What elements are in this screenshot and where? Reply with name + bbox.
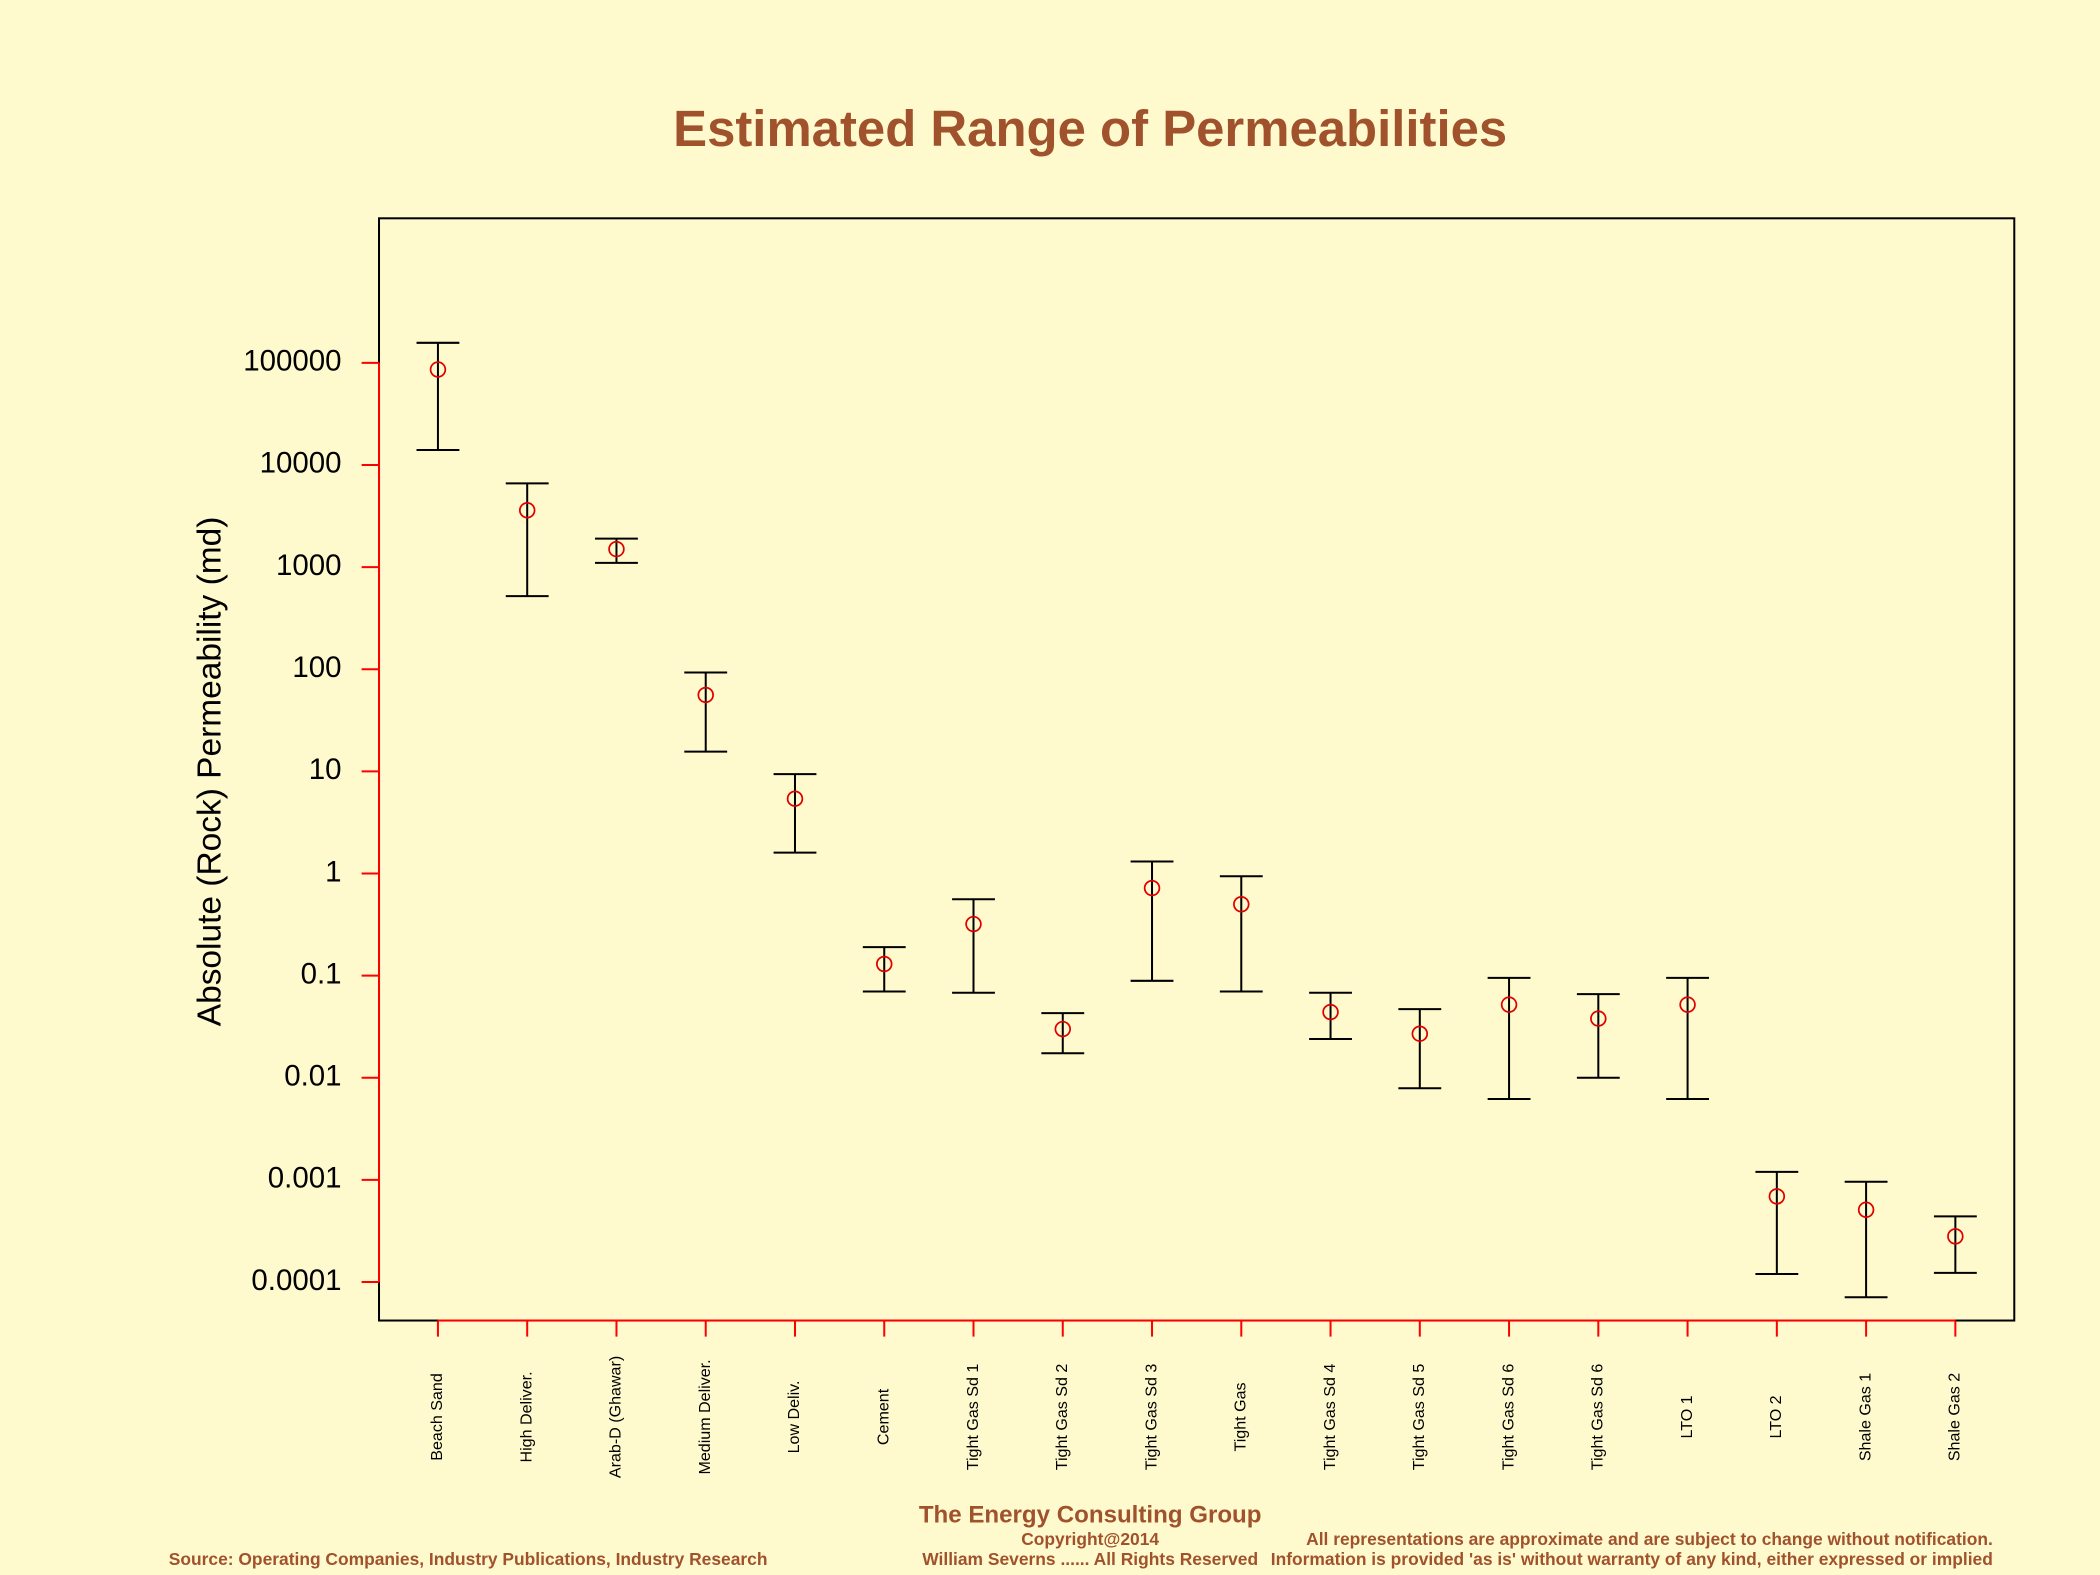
point bbox=[1143, 879, 1161, 897]
footer-disclaimer: Information is provided 'as is' without … bbox=[1271, 1549, 1993, 1569]
x-tick-label: LTO 2 bbox=[1767, 1395, 1785, 1438]
y-tick-label: 100 bbox=[292, 651, 341, 684]
point bbox=[608, 540, 625, 558]
y-tick-label: 0.001 bbox=[268, 1162, 342, 1195]
x-tick-label: Cement bbox=[874, 1388, 892, 1445]
footer-disclaimer: All representations are approximate and … bbox=[1306, 1529, 1993, 1549]
x-tick-label: Tight Gas Sd 6 bbox=[1589, 1364, 1607, 1471]
y-tick-label: 0.01 bbox=[284, 1060, 341, 1093]
point bbox=[1679, 996, 1696, 1013]
point bbox=[518, 502, 536, 519]
y-tick-label: 10 bbox=[309, 753, 342, 786]
x-tick-label: Shale Gas 1 bbox=[1856, 1373, 1874, 1461]
x-tick-label: Low Deliv. bbox=[785, 1381, 803, 1454]
point bbox=[1768, 1188, 1786, 1205]
x-tick-label: Tight Gas Sd 2 bbox=[1053, 1364, 1071, 1471]
x-tick-label: High Deliver. bbox=[517, 1371, 535, 1462]
chart-title: Estimated Range of Permeabilities bbox=[673, 100, 1507, 157]
x-tick-label: Shale Gas 2 bbox=[1946, 1373, 1964, 1461]
x-tick-label: Tight Gas Sd 1 bbox=[964, 1364, 982, 1471]
point bbox=[1590, 1010, 1607, 1027]
point bbox=[1233, 896, 1250, 913]
y-tick-label: 0.1 bbox=[301, 957, 342, 990]
x-tick-label: Beach Sand bbox=[428, 1373, 446, 1461]
y-tick-label: 1000 bbox=[276, 549, 342, 582]
point bbox=[1857, 1201, 1875, 1219]
point bbox=[697, 686, 714, 704]
point bbox=[1411, 1025, 1429, 1042]
x-tick-label: LTO 1 bbox=[1678, 1395, 1696, 1438]
point bbox=[1947, 1228, 1964, 1245]
y-axis-label: Absolute (Rock) Permeability (md) bbox=[191, 517, 228, 1027]
point bbox=[965, 915, 982, 933]
footer-company: The Energy Consulting Group bbox=[919, 1501, 1262, 1528]
point bbox=[786, 790, 804, 807]
x-tick-label: Arab-D (Ghawar) bbox=[607, 1356, 625, 1478]
point bbox=[429, 361, 447, 378]
x-tick-label: Tight Gas Sd 6 bbox=[1499, 1364, 1517, 1471]
y-tick-label: 10000 bbox=[260, 447, 342, 480]
x-tick-label: Medium Deliver. bbox=[696, 1359, 714, 1474]
footer-author: William Severns ...... All Rights Reserv… bbox=[922, 1549, 1258, 1569]
point bbox=[1322, 1003, 1339, 1021]
y-tick-label: 0.0001 bbox=[251, 1264, 341, 1297]
y-tick-label: 100000 bbox=[243, 345, 341, 378]
footer-copyright: Copyright@2014 bbox=[1021, 1529, 1159, 1549]
x-tick-label: Tight Gas Sd 3 bbox=[1142, 1364, 1160, 1471]
point bbox=[1500, 996, 1518, 1013]
x-tick-label: Tight Gas bbox=[1232, 1382, 1250, 1451]
x-tick-label: Tight Gas Sd 4 bbox=[1321, 1364, 1339, 1471]
footer-source: Source: Operating Companies, Industry Pu… bbox=[169, 1549, 768, 1569]
point bbox=[1054, 1020, 1071, 1038]
x-tick-label: Tight Gas Sd 5 bbox=[1410, 1364, 1428, 1471]
y-tick-label: 1 bbox=[325, 855, 341, 888]
point bbox=[876, 955, 893, 973]
